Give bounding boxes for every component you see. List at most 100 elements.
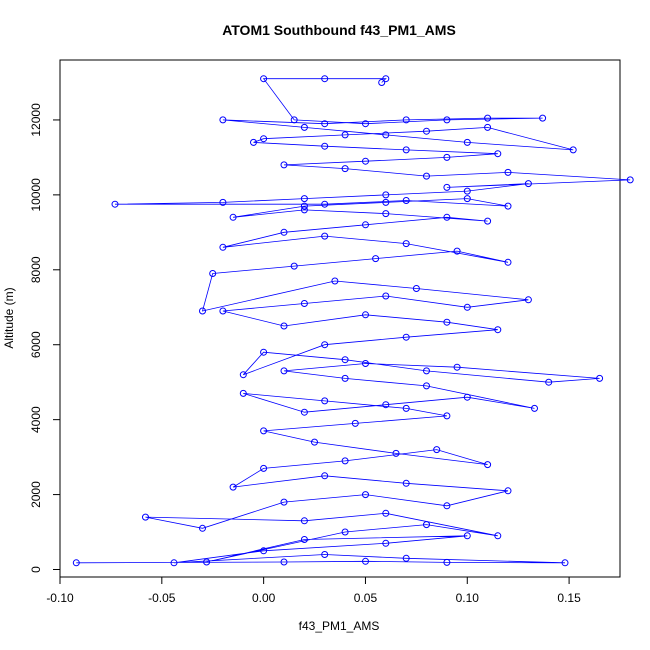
data-point xyxy=(321,341,329,349)
data-point xyxy=(219,243,227,251)
data-point xyxy=(463,195,471,203)
data-point xyxy=(402,333,410,341)
data-point xyxy=(290,262,298,270)
data-point xyxy=(545,378,553,386)
data-point xyxy=(402,554,410,562)
series-points xyxy=(72,75,634,567)
data-point xyxy=(392,449,400,457)
data-point xyxy=(382,401,390,409)
y-tick-label: 0 xyxy=(29,566,43,573)
data-point xyxy=(300,195,308,203)
data-point xyxy=(423,127,430,135)
data-point xyxy=(524,180,532,188)
data-point xyxy=(382,210,390,218)
data-point xyxy=(423,382,430,390)
data-point xyxy=(199,524,206,532)
data-point xyxy=(484,123,492,131)
data-point xyxy=(504,258,512,266)
data-point xyxy=(341,165,349,173)
data-point xyxy=(239,389,247,397)
data-point xyxy=(402,479,410,487)
data-point xyxy=(250,138,257,146)
data-point xyxy=(504,487,512,495)
data-point xyxy=(382,509,390,517)
data-point xyxy=(321,75,329,83)
data-point xyxy=(382,131,390,139)
y-tick-label: 4000 xyxy=(29,406,43,433)
data-point xyxy=(111,200,119,208)
data-point xyxy=(290,116,298,124)
data-point xyxy=(372,255,380,263)
x-tick-label: -0.05 xyxy=(148,591,176,605)
data-point xyxy=(331,277,339,285)
data-point xyxy=(300,536,308,543)
data-point xyxy=(412,285,420,292)
data-point xyxy=(280,498,288,506)
data-point xyxy=(569,146,577,154)
x-axis-label: f43_PM1_AMS xyxy=(299,619,380,633)
data-point xyxy=(531,404,538,412)
data-point xyxy=(484,461,492,469)
data-point xyxy=(362,311,369,319)
data-point xyxy=(561,559,569,567)
data-point xyxy=(443,318,451,326)
y-tick-label: 12000 xyxy=(29,103,43,137)
data-point xyxy=(280,367,288,375)
data-point xyxy=(504,168,512,176)
data-point xyxy=(484,114,492,122)
data-point xyxy=(300,300,308,307)
data-point xyxy=(433,446,441,454)
data-point xyxy=(402,240,410,248)
data-point xyxy=(362,157,369,165)
data-point xyxy=(351,419,359,427)
data-point xyxy=(280,322,288,330)
data-point xyxy=(199,307,206,315)
data-point xyxy=(539,114,547,122)
data-point xyxy=(219,198,227,206)
data-point xyxy=(311,438,318,446)
data-point xyxy=(484,217,492,225)
y-axis: 0 2000 4000 6000 8000 10000 12000 xyxy=(29,103,61,573)
data-point xyxy=(423,172,430,180)
y-tick-label: 8000 xyxy=(29,256,43,283)
data-point xyxy=(463,138,471,146)
data-point xyxy=(219,307,227,315)
data-point xyxy=(463,187,471,195)
y-tick-label: 2000 xyxy=(29,481,43,508)
data-point xyxy=(378,79,386,86)
data-point xyxy=(280,558,288,566)
data-point xyxy=(463,393,471,401)
data-point xyxy=(260,427,268,435)
data-point xyxy=(203,558,211,566)
data-point xyxy=(463,303,471,311)
data-point xyxy=(300,206,308,214)
x-axis: -0.10 -0.05 0.00 0.05 0.10 0.15 xyxy=(46,576,581,605)
data-point xyxy=(341,131,349,139)
x-tick-label: 0.10 xyxy=(456,591,480,605)
data-point xyxy=(260,348,268,356)
x-tick-label: 0.00 xyxy=(252,591,276,605)
data-point xyxy=(402,116,410,124)
series-lines xyxy=(76,78,631,564)
data-point xyxy=(280,161,288,169)
data-point xyxy=(321,551,329,558)
data-point xyxy=(402,197,410,204)
data-point xyxy=(321,120,329,128)
data-point xyxy=(260,75,268,83)
chart-title: ATOM1 Southbound f43_PM1_AMS xyxy=(222,22,456,38)
y-tick-label: 10000 xyxy=(29,178,43,212)
data-point xyxy=(463,532,471,540)
data-point xyxy=(382,75,390,83)
data-point xyxy=(260,547,268,555)
data-point xyxy=(142,513,149,521)
x-tick-label: -0.10 xyxy=(46,591,74,605)
data-point xyxy=(362,221,369,229)
data-point xyxy=(402,146,410,154)
data-point xyxy=(321,200,329,208)
data-point xyxy=(170,559,178,567)
data-point xyxy=(443,116,451,124)
data-point xyxy=(596,374,604,382)
data-point xyxy=(321,232,329,240)
data-point xyxy=(443,213,451,221)
